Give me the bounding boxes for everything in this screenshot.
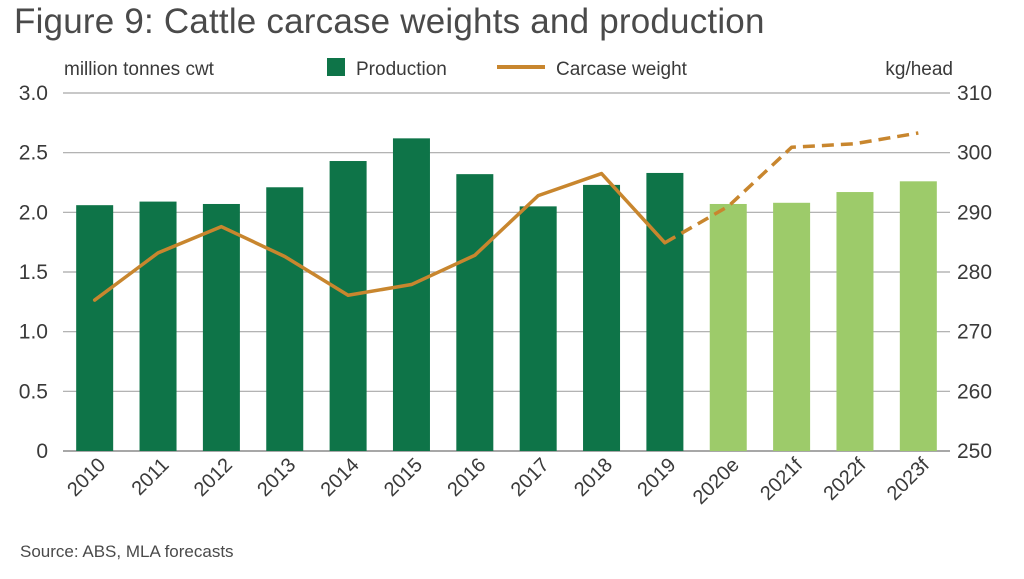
x-tick-label: 2014 (317, 454, 364, 501)
right-axis-label: kg/head (885, 59, 953, 80)
x-tick-label: 2015 (380, 454, 427, 501)
right-tick-label: 250 (957, 440, 992, 463)
x-tick-label: 2010 (63, 454, 110, 501)
bar-2019 (646, 172, 684, 451)
left-axis-ticks: 0 0.5 1.0 1.5 2.0 2.5 3.0 (19, 82, 48, 463)
bar-2011 (139, 201, 177, 451)
bar-2018 (583, 184, 621, 452)
legend-production-label: Production (356, 59, 447, 80)
right-tick-label: 300 (957, 142, 992, 165)
left-tick-label: 3.0 (19, 82, 48, 105)
x-tick-label: 2012 (190, 454, 237, 501)
bar-2016 (456, 174, 494, 451)
legend: Production Carcase weight (327, 58, 688, 80)
gridlines (63, 92, 950, 452)
bar-2013 (266, 187, 304, 452)
left-axis-label: million tonnes cwt (64, 59, 215, 80)
left-tick-label: 0.5 (19, 380, 48, 403)
bar-2020e (709, 203, 747, 451)
right-tick-label: 280 (957, 261, 992, 284)
source-note: Source: ABS, MLA forecasts (20, 542, 234, 561)
bar-2012 (202, 203, 240, 451)
right-tick-label: 290 (957, 201, 992, 224)
bar-2010 (76, 205, 114, 451)
legend-carcase-weight-label: Carcase weight (556, 59, 688, 80)
left-tick-label: 1.5 (19, 261, 48, 284)
bar-2014 (329, 161, 367, 451)
carcase-weight-line-actual (92, 171, 667, 302)
x-tick-label: 2022f (820, 454, 871, 505)
bar-2023f (899, 181, 937, 451)
right-tick-label: 310 (957, 82, 992, 105)
x-tick-label: 2017 (507, 454, 554, 501)
x-tick-label: 2011 (128, 454, 174, 500)
x-tick-label: 2023f (883, 454, 934, 505)
left-tick-label: 2.0 (19, 201, 48, 224)
chart-title: Figure 9: Cattle carcase weights and pro… (14, 2, 765, 41)
bar-2021f (773, 202, 811, 451)
left-tick-label: 1.0 (19, 321, 48, 344)
production-bars (76, 138, 937, 452)
x-tick-label: 2016 (443, 454, 490, 501)
x-tick-label: 2021f (756, 454, 807, 505)
right-axis-ticks: 250 260 270 280 290 300 310 (957, 82, 992, 463)
x-tick-label: 2018 (570, 454, 617, 501)
x-tick-label: 2019 (633, 454, 680, 501)
x-tick-label: 2020e (689, 454, 744, 509)
left-tick-label: 0 (36, 440, 48, 463)
bar-2015 (392, 138, 430, 451)
bar-2022f (836, 192, 874, 451)
x-tick-label: 2013 (253, 454, 300, 501)
legend-production-swatch (327, 58, 345, 76)
carcase-weight-line (92, 131, 919, 302)
right-tick-label: 260 (957, 380, 992, 403)
bar-2017 (519, 206, 557, 451)
left-tick-label: 2.5 (19, 142, 48, 165)
x-axis-ticks: 2010 2011 2012 2013 2014 2015 2016 2017 2018 2019… (63, 454, 934, 509)
right-tick-label: 270 (957, 321, 992, 344)
